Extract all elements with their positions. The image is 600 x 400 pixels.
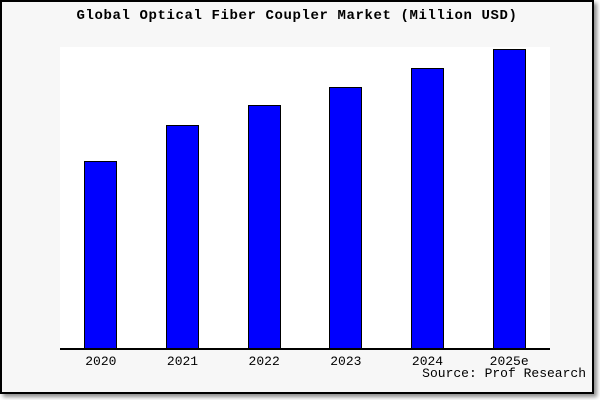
bar-2025e [493, 49, 526, 348]
bar-2022 [248, 105, 281, 348]
x-axis-labels: 2020 2021 2022 2023 2024 2025e [60, 354, 550, 370]
x-tick-label: 2021 [166, 354, 199, 369]
x-tick-label: 2020 [85, 354, 117, 369]
bar-2024 [411, 68, 444, 348]
plot-area [60, 47, 550, 350]
x-tick-label: 2024 [411, 354, 444, 369]
bar-2020 [84, 161, 117, 348]
source-label: Source: Prof Research [422, 366, 586, 381]
x-tick-label: 2025e [489, 354, 529, 369]
bar-2023 [329, 87, 362, 348]
chart-title: Global Optical Fiber Coupler Market (Mil… [76, 8, 518, 24]
x-tick-label: 2023 [330, 354, 362, 369]
chart-panel: Global Optical Fiber Coupler Market (Mil… [0, 0, 594, 394]
x-tick-label: 2022 [248, 354, 280, 369]
bar-2021 [166, 125, 199, 348]
